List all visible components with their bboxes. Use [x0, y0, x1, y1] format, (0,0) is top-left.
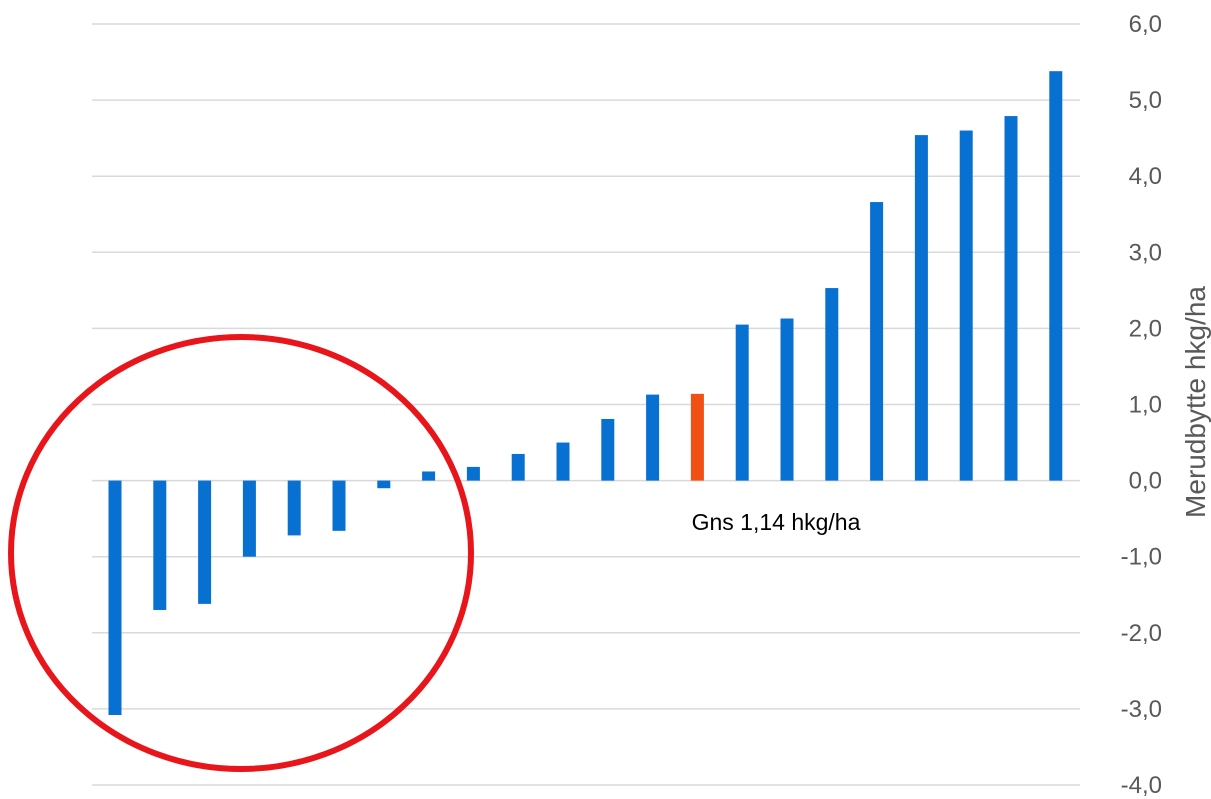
y-tick-label: 3,0	[1129, 239, 1162, 266]
gridlines	[92, 23, 1080, 786]
bar	[332, 480, 346, 531]
bar	[914, 135, 928, 481]
bar	[466, 466, 480, 481]
y-tick-label: 6,0	[1129, 11, 1162, 38]
bar	[825, 288, 839, 481]
y-tick-label: -1,0	[1121, 544, 1162, 571]
bar	[870, 202, 884, 481]
y-tick-label: 5,0	[1129, 87, 1162, 114]
bar	[1004, 116, 1018, 481]
y-tick-label: -4,0	[1121, 772, 1162, 799]
bar	[198, 480, 212, 604]
bar	[153, 480, 167, 610]
y-tick-label: 1,0	[1129, 392, 1162, 419]
bar	[780, 318, 794, 481]
y-tick-label: 0,0	[1129, 468, 1162, 495]
y-tick-label: 2,0	[1129, 315, 1162, 342]
y-axis-title: Merudbytte hkg/ha	[1180, 286, 1211, 518]
bar-average	[690, 393, 704, 481]
bar	[511, 453, 525, 481]
bar	[646, 394, 660, 481]
bars	[108, 71, 1063, 715]
y-tick-labels: 6,0 5,0 4,0 3,0 2,0 1,0 0,0 -1,0 -2,0 -3,0 -4,0	[1121, 11, 1162, 799]
bar	[601, 418, 615, 481]
bar	[287, 480, 301, 536]
bar	[108, 480, 122, 715]
bar	[959, 130, 973, 481]
bar	[735, 324, 749, 481]
average-annotation: Gns 1,14 hkg/ha	[692, 509, 861, 535]
y-tick-label: -2,0	[1121, 620, 1162, 647]
bar	[422, 471, 436, 481]
bar	[377, 480, 391, 489]
y-tick-label: 4,0	[1129, 163, 1162, 190]
bar	[556, 442, 570, 481]
y-tick-label: -3,0	[1121, 696, 1162, 723]
highlight-circle	[8, 334, 474, 772]
bar	[1049, 71, 1063, 481]
bar	[242, 480, 256, 557]
